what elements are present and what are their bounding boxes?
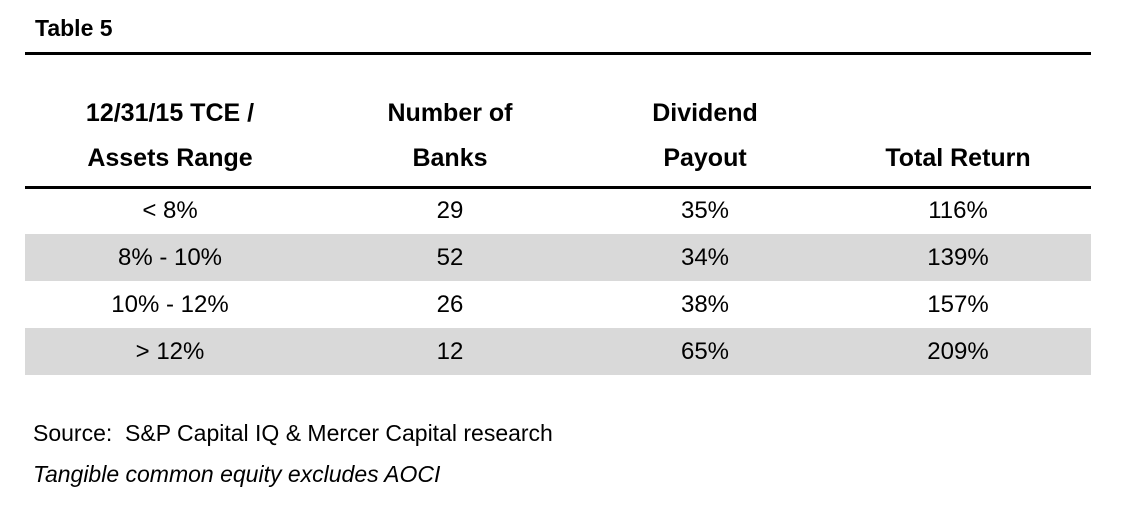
column-header-line: Banks [412, 143, 488, 172]
table-row: < 8% 29 35% 116% [25, 187, 1091, 234]
header-row: 12/31/15 TCE / Assets Range Number of Ba… [25, 56, 1091, 189]
column-header-line: Number of [387, 98, 513, 127]
footnote-tce-definition: Tangible common equity excludes AOCI [33, 461, 441, 487]
banks-tce-table: 12/31/15 TCE / Assets Range Number of Ba… [25, 56, 1091, 375]
table-row: 10% - 12% 26 38% 157% [25, 281, 1091, 328]
cell-number-of-banks: 29 [436, 197, 464, 225]
cell-number-of-banks: 26 [436, 290, 464, 318]
column-header-number-of-banks: Number of Banks [315, 56, 585, 189]
title-divider [25, 52, 1091, 55]
cell-range: 10% - 12% [111, 290, 229, 318]
cell-total-return: 139% [927, 243, 989, 271]
cell-dividend-payout: 65% [680, 337, 730, 365]
cell-number-of-banks: 52 [436, 243, 464, 271]
column-header-total-return: Total Return [825, 56, 1091, 189]
column-header-line: Dividend [652, 98, 758, 127]
table-body: < 8% 29 35% 116% 8% - 10% 52 34% 139% 10… [25, 187, 1091, 375]
column-header-dividend-payout: Dividend Payout [585, 56, 825, 189]
cell-dividend-payout: 34% [680, 243, 730, 271]
cell-dividend-payout: 35% [680, 197, 730, 225]
cell-dividend-payout: 38% [680, 290, 730, 318]
column-header-line: 12/31/15 TCE / [85, 98, 255, 127]
table-title: Table 5 [35, 15, 113, 41]
table-header: 12/31/15 TCE / Assets Range Number of Ba… [25, 56, 1091, 189]
source-attribution: Source: S&P Capital IQ & Mercer Capital … [33, 420, 553, 446]
column-header-line: Total Return [885, 143, 1031, 172]
table-row: > 12% 12 65% 209% [25, 328, 1091, 375]
cell-total-return: 116% [928, 197, 988, 225]
cell-total-return: 157% [927, 290, 989, 318]
column-header-tce-assets-range: 12/31/15 TCE / Assets Range [25, 56, 315, 189]
cell-total-return: 209% [927, 337, 989, 365]
cell-range: 8% - 10% [117, 243, 223, 271]
cell-number-of-banks: 12 [436, 337, 464, 365]
cell-range: > 12% [135, 337, 205, 365]
column-header-line: Payout [663, 143, 747, 172]
table-row: 8% - 10% 52 34% 139% [25, 234, 1091, 281]
column-header-line: Assets Range [87, 143, 253, 172]
cell-range: < 8% [142, 197, 198, 225]
